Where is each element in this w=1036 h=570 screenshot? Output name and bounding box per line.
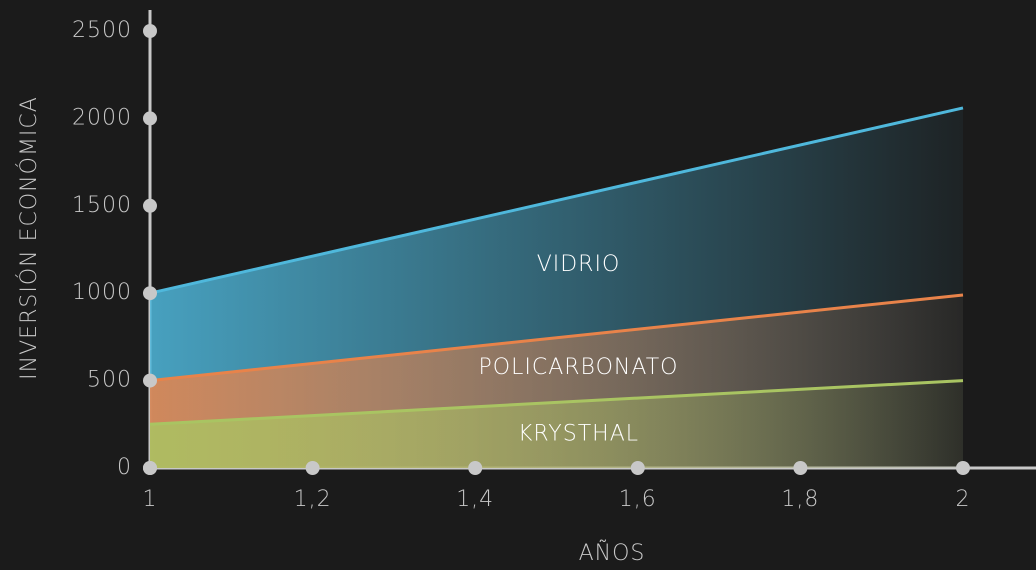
- series-label: POLICARBONATO: [479, 355, 679, 380]
- x-tick: [793, 461, 808, 475]
- x-tick: [468, 461, 483, 475]
- y-tick-label: 500: [87, 368, 132, 393]
- y-tick-label: 2500: [72, 18, 132, 43]
- x-tick-label: 1,2: [294, 487, 332, 512]
- area: [150, 380, 963, 468]
- y-tick-label: 1000: [72, 280, 132, 305]
- line: [149, 379, 964, 426]
- x-axis-label: AÑOS: [579, 540, 646, 566]
- y-tick-label: 2000: [72, 105, 132, 130]
- series-label: KRYSTHAL: [518, 422, 639, 447]
- y-tick: [143, 373, 157, 388]
- y-tick: [143, 286, 157, 301]
- y-tick: [143, 24, 157, 38]
- x-tick-label: 1,4: [456, 487, 494, 512]
- y-tick: [143, 111, 157, 126]
- y-axis-label: INVERSIÓN ECONÓMICA: [16, 96, 42, 380]
- x-tick-label: 1: [143, 487, 158, 512]
- x-tick: [630, 461, 645, 475]
- x-tick-label: 1,8: [781, 487, 819, 512]
- x-tick-label: 1,6: [619, 487, 657, 512]
- x-tick-label: 2: [956, 487, 971, 512]
- line: [149, 293, 964, 383]
- x-tick: [143, 461, 157, 475]
- x-tick: [956, 461, 970, 475]
- y-tick-label: 0: [117, 455, 132, 480]
- line: [149, 106, 964, 295]
- series-label: VIDRIO: [537, 252, 621, 277]
- y-tick: [143, 198, 157, 213]
- y-tick-label: 1500: [72, 193, 132, 218]
- x-tick: [305, 461, 320, 475]
